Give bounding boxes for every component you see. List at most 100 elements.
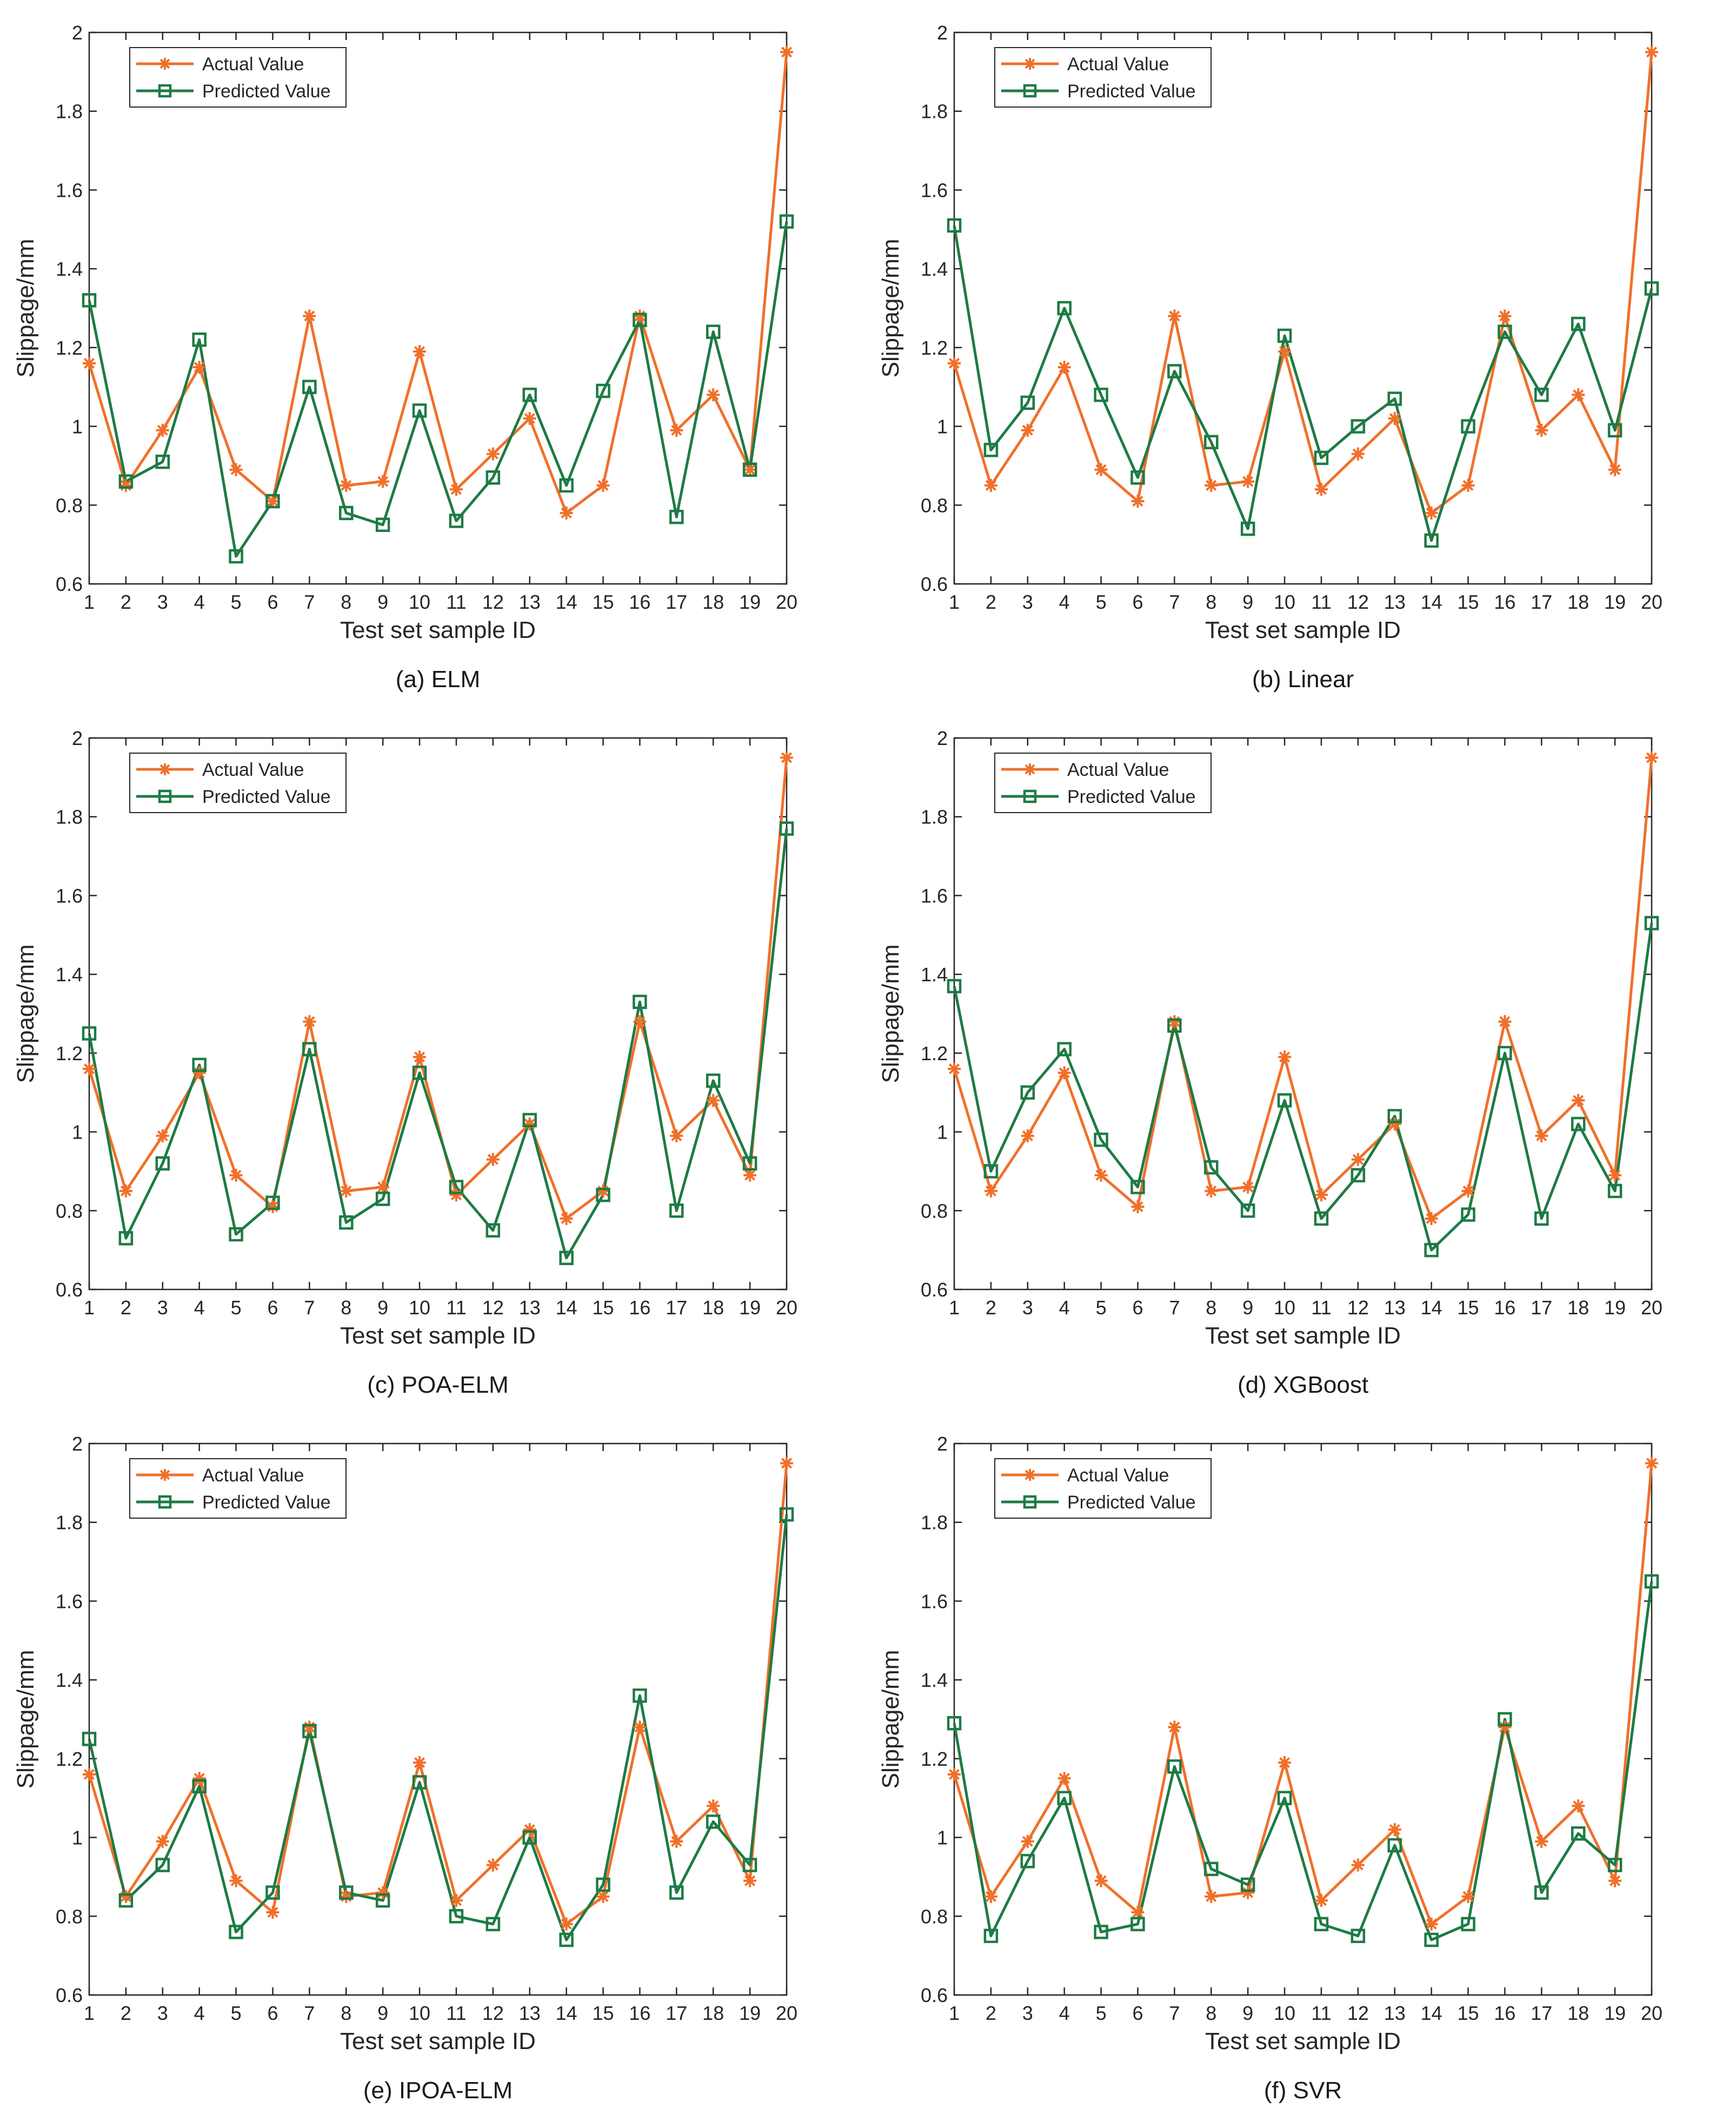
actual-point — [1388, 1823, 1401, 1836]
x-tick-label: 11 — [446, 591, 466, 613]
predicted-point — [1644, 916, 1659, 930]
predicted-point — [485, 1223, 501, 1238]
x-tick-label: 6 — [267, 591, 278, 613]
actual-point — [780, 1457, 793, 1470]
predicted-point — [669, 1885, 684, 1900]
actual-point — [340, 1184, 353, 1198]
y-tick-label: 2 — [72, 727, 83, 749]
predicted-point — [155, 1858, 170, 1872]
actual-point — [1608, 463, 1622, 476]
actual-point — [340, 1890, 353, 1903]
predicted-point — [339, 1885, 354, 1900]
x-tick-label: 14 — [1421, 1296, 1442, 1319]
predicted-point — [1057, 301, 1072, 316]
actual-point — [1535, 1129, 1548, 1142]
predicted-point — [82, 1732, 97, 1746]
x-tick-label: 9 — [377, 591, 388, 613]
predicted-point — [339, 1215, 354, 1230]
x-tick-label: 6 — [267, 2002, 278, 2024]
actual-point — [486, 447, 500, 461]
chart-caption: (a) ELM — [395, 666, 481, 693]
x-tick-label: 8 — [1206, 591, 1216, 613]
predicted-point — [779, 214, 794, 229]
actual-point — [743, 463, 757, 476]
y-tick-label: 1.2 — [56, 1042, 83, 1065]
legend-label: Actual Value — [202, 1465, 304, 1486]
predicted-point — [706, 324, 721, 339]
legend: Actual Value Predicted Value — [129, 47, 347, 108]
actual-point — [780, 45, 793, 59]
y-tick-label: 1.2 — [921, 1748, 948, 1770]
actual-point — [707, 1094, 720, 1107]
actual-point — [1498, 1720, 1512, 1734]
actual-point — [1498, 1015, 1512, 1028]
predicted-point — [412, 1066, 427, 1080]
plot-frame — [88, 737, 788, 1291]
predicted-point — [192, 332, 207, 347]
actual-point — [670, 1834, 683, 1848]
x-tick-label: 18 — [1567, 591, 1589, 613]
y-tick-label: 0.8 — [56, 1200, 83, 1222]
legend-marker-predicted — [1023, 84, 1037, 98]
x-tick-label: 7 — [1169, 1296, 1180, 1319]
predicted-point — [1607, 1858, 1622, 1872]
x-tick-label: 8 — [341, 1296, 351, 1319]
predicted-point — [1314, 1917, 1329, 1932]
y-tick-label: 1.4 — [56, 963, 83, 986]
legend-label: Actual Value — [1067, 1465, 1169, 1486]
predicted-point — [983, 443, 999, 457]
actual-point — [596, 478, 610, 492]
predicted-point — [1167, 1759, 1182, 1774]
legend-marker-predicted — [1023, 1495, 1037, 1509]
legend-label: Predicted Value — [202, 1492, 331, 1513]
x-tick-label: 16 — [629, 1296, 650, 1319]
predicted-point — [706, 1814, 721, 1829]
predicted-point — [1534, 1885, 1549, 1900]
y-tick-label: 0.6 — [56, 573, 83, 595]
y-tick-label: 1.6 — [56, 885, 83, 907]
y-tick-label: 2 — [72, 1433, 83, 1455]
x-tick-label: 14 — [1421, 2002, 1442, 2024]
actual-point — [560, 1212, 573, 1225]
x-tick-label: 17 — [666, 591, 687, 613]
actual-point — [1351, 1153, 1365, 1166]
actual-point — [303, 1720, 316, 1734]
legend: Actual Value Predicted Value — [994, 47, 1212, 108]
predicted-point — [375, 1893, 390, 1908]
x-tick-label: 15 — [1458, 591, 1479, 613]
x-tick-label: 17 — [666, 2002, 687, 2024]
y-tick-label: 1.6 — [56, 1590, 83, 1612]
actual-point — [1461, 478, 1475, 492]
y-tick-label: 2 — [937, 727, 948, 749]
x-tick-label: 18 — [702, 1296, 724, 1319]
y-tick-label: 0.6 — [921, 573, 948, 595]
predicted-point — [1314, 450, 1329, 466]
x-tick-label: 17 — [1531, 2002, 1552, 2024]
x-tick-label: 3 — [157, 2002, 168, 2024]
predicted-point — [1314, 1211, 1329, 1226]
y-tick-label: 1.6 — [56, 179, 83, 201]
actual-point — [1498, 309, 1512, 323]
predicted-point — [633, 994, 647, 1009]
predicted-point — [1534, 388, 1549, 402]
x-tick-label: 10 — [1274, 2002, 1295, 2024]
predicted-point — [375, 1192, 390, 1206]
x-tick-label: 19 — [1604, 2002, 1626, 2024]
predicted-point — [1351, 1168, 1366, 1182]
predicted-point — [229, 1227, 243, 1242]
predicted-point — [449, 1909, 464, 1924]
actual-point — [376, 1886, 390, 1899]
x-tick-label: 20 — [776, 591, 797, 613]
y-tick-label: 1.4 — [56, 1669, 83, 1691]
actual-point — [1021, 1834, 1034, 1848]
legend-marker-predicted — [158, 84, 172, 98]
actual-point — [1351, 1858, 1365, 1872]
predicted-point — [118, 1893, 134, 1908]
predicted-point — [1498, 1712, 1512, 1727]
x-tick-label: 19 — [1604, 591, 1626, 613]
y-tick-label: 0.6 — [921, 1984, 948, 2006]
predicted-point — [1094, 1925, 1108, 1939]
actual-point — [1131, 1906, 1145, 1919]
predicted-point — [82, 1026, 97, 1041]
predicted-point — [1130, 1180, 1145, 1194]
